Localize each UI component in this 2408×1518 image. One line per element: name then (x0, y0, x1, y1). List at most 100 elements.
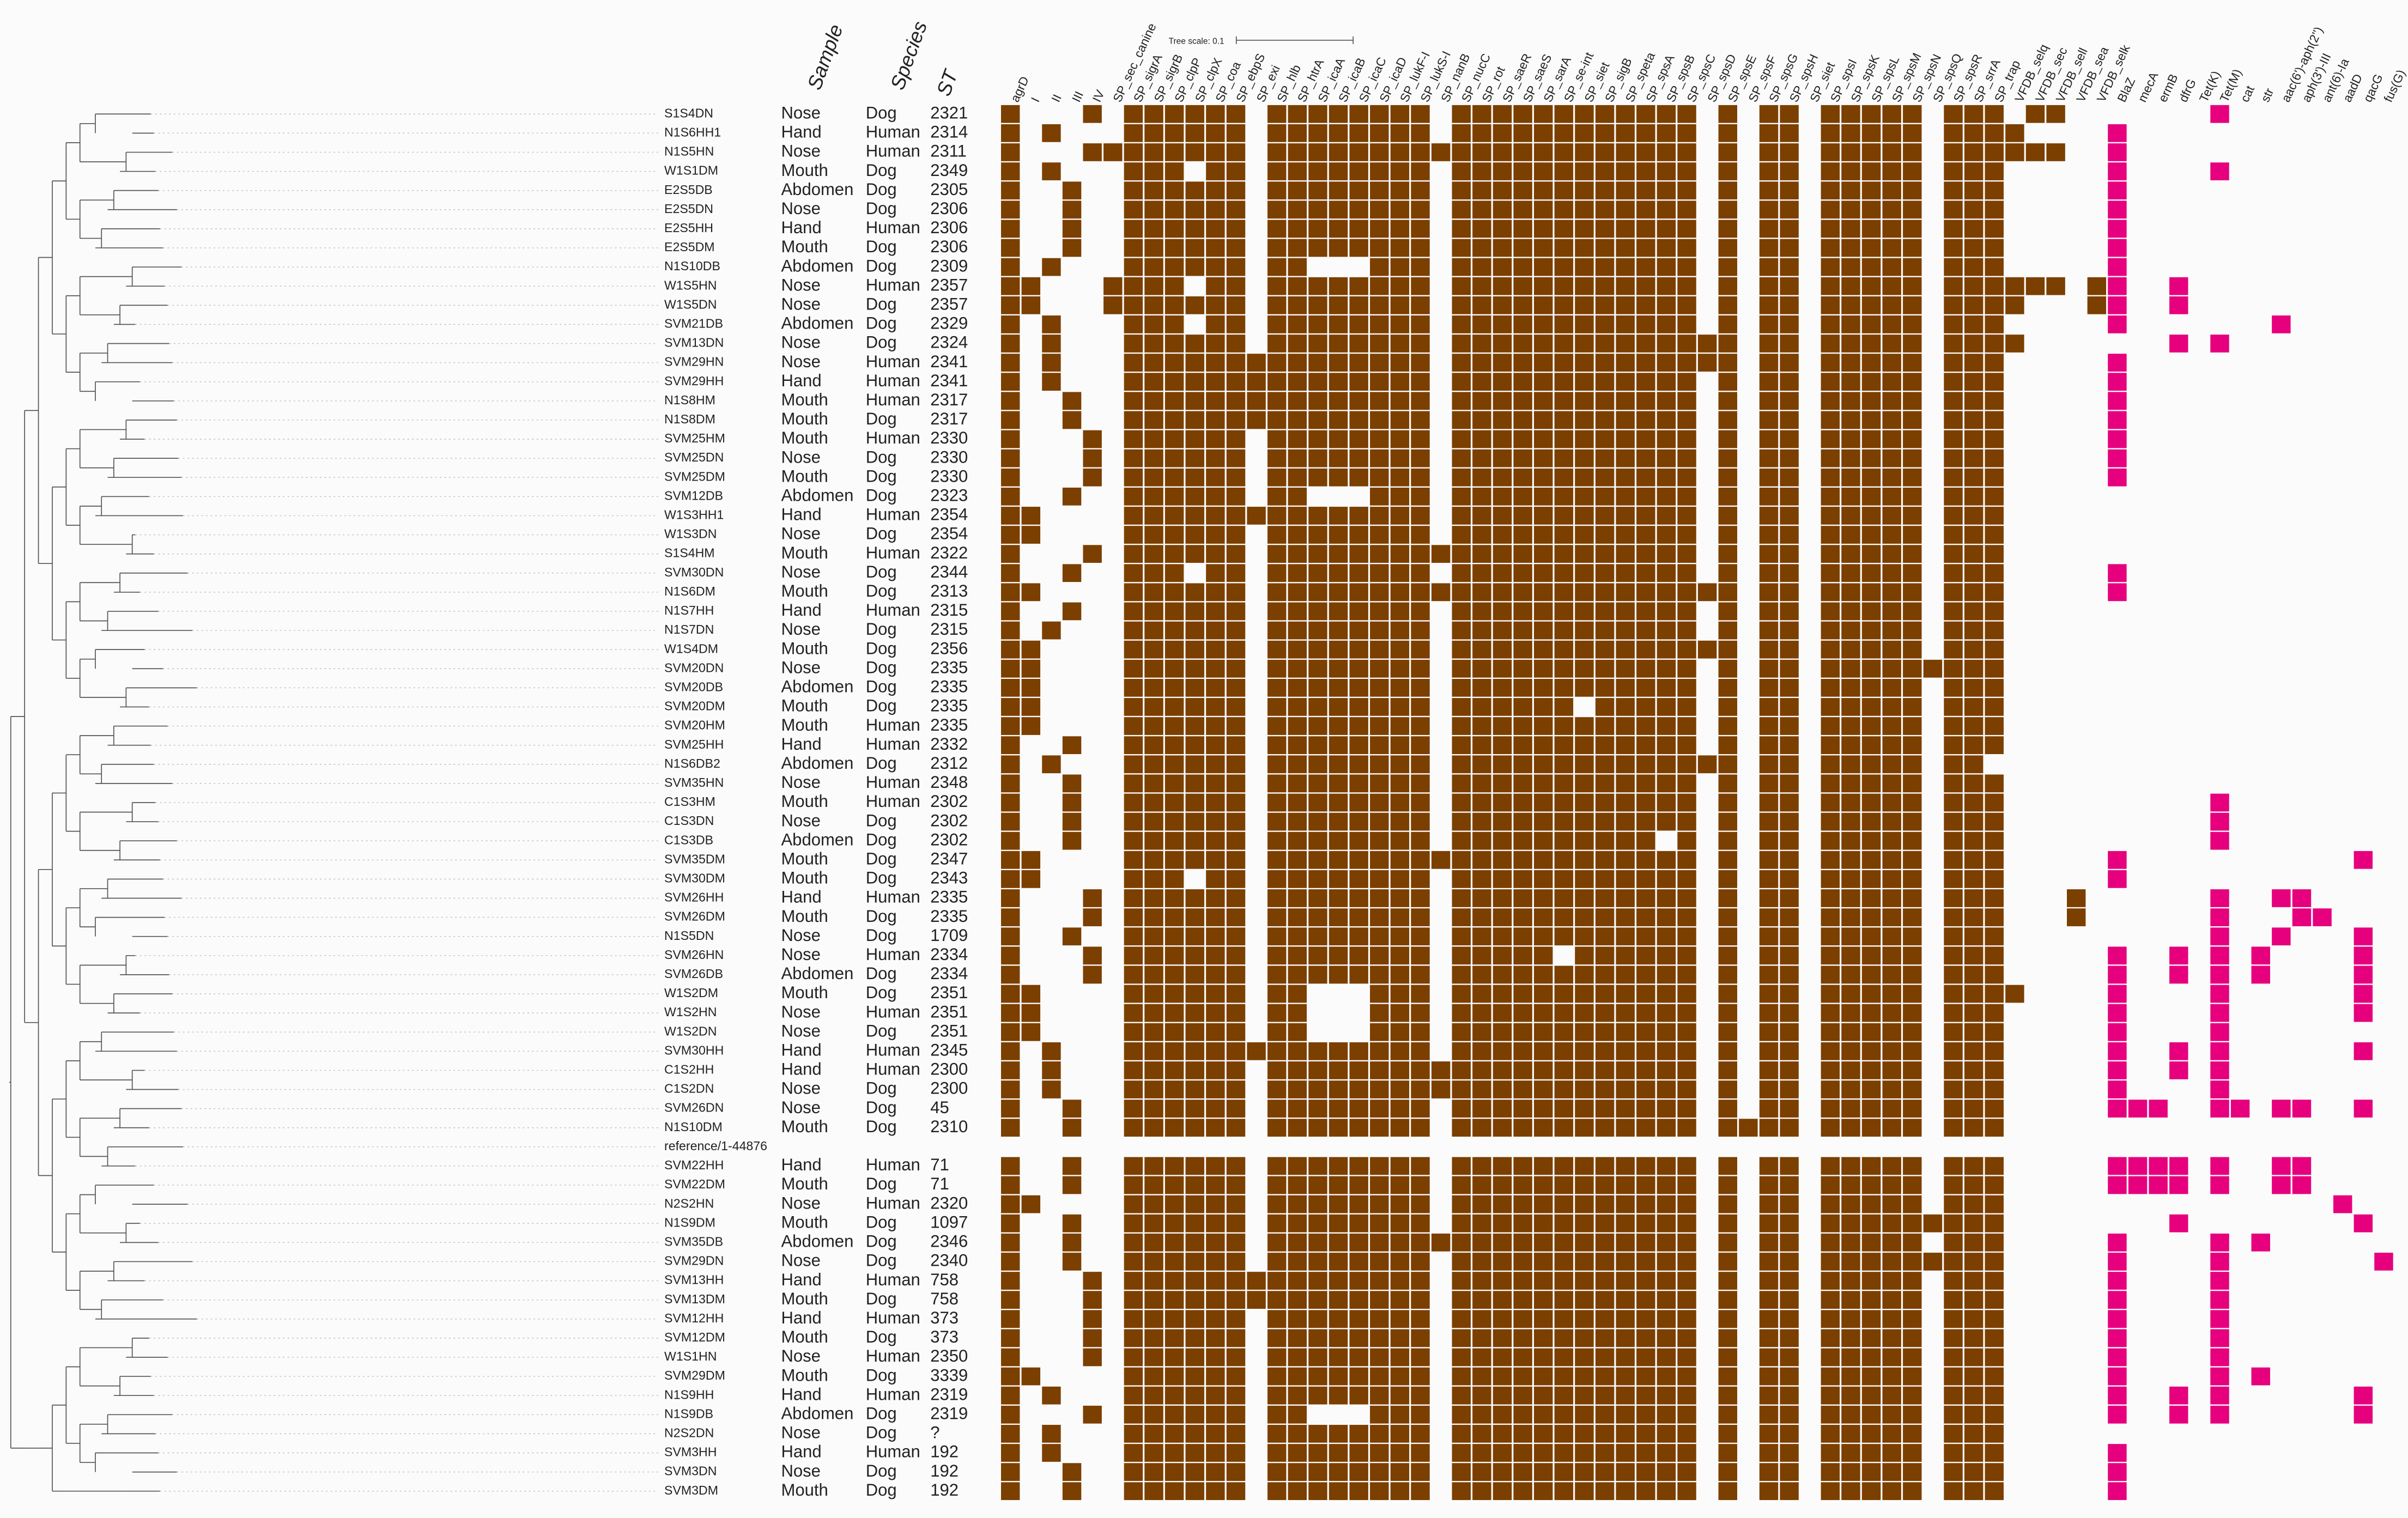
resistance-cell (2108, 239, 2127, 257)
virulence-cell (1472, 1119, 1491, 1137)
virulence-cell (1554, 889, 1574, 907)
virulence-cell (1657, 621, 1676, 640)
virulence-cell (1001, 889, 1020, 907)
virulence-cell (1554, 105, 1574, 123)
virulence-cell (1042, 621, 1061, 640)
virulence-cell (1103, 143, 1123, 161)
resistance-cell (2108, 1444, 2127, 1462)
virulence-cell (1861, 220, 1881, 238)
virulence-cell (1472, 927, 1491, 946)
virulence-cell (1001, 296, 1020, 314)
virulence-cell (1001, 468, 1020, 487)
virulence-cell (1370, 1348, 1389, 1367)
virulence-cell (1226, 736, 1246, 755)
virulence-cell (1144, 220, 1163, 238)
virulence-cell (1985, 296, 2004, 314)
virulence-cell (1534, 602, 1553, 621)
virulence-cell (1513, 1023, 1532, 1041)
virulence-cell (1267, 220, 1287, 238)
virulence-cell (1370, 717, 1389, 735)
virulence-cell (1452, 277, 1471, 295)
virulence-cell (1144, 105, 1163, 123)
virulence-cell (1001, 717, 1020, 735)
virulence-cell (1534, 526, 1553, 544)
virulence-cell (1472, 315, 1491, 333)
virulence-cell (1964, 1348, 1984, 1367)
virulence-cell (1944, 487, 1963, 506)
sample-id: E2S5DB (664, 183, 713, 197)
virulence-cell (1288, 1119, 1307, 1137)
virulence-cell (1062, 220, 1082, 238)
sequence-type: 2317 (930, 390, 968, 409)
virulence-cell (1411, 1195, 1430, 1213)
virulence-cell (1124, 659, 1143, 678)
virulence-cell (1308, 354, 1327, 372)
virulence-cell (1185, 220, 1204, 238)
virulence-cell (1780, 793, 1799, 812)
virulence-cell (1718, 985, 1737, 1003)
virulence-cell (1759, 659, 1779, 678)
virulence-cell (1657, 507, 1676, 525)
virulence-cell (1575, 1119, 1594, 1137)
species: Human (866, 1346, 920, 1365)
virulence-cell (1124, 258, 1143, 276)
virulence-cell (1841, 526, 1860, 544)
virulence-cell (1861, 774, 1881, 793)
virulence-cell (1513, 1119, 1532, 1137)
sequence-type: 2315 (930, 620, 968, 639)
sample-id: N1S8HM (664, 393, 715, 407)
virulence-cell (1370, 851, 1389, 869)
species: Human (866, 1060, 920, 1079)
virulence-cell (1575, 1042, 1594, 1060)
virulence-cell (1308, 430, 1327, 448)
virulence-cell (1882, 258, 1901, 276)
sample-site: Mouth (781, 409, 828, 428)
virulence-cell (1206, 449, 1225, 467)
virulence-cell (1944, 1100, 1963, 1118)
virulence-cell (1164, 966, 1184, 984)
virulence-cell (1267, 736, 1287, 755)
virulence-cell (1226, 526, 1246, 544)
virulence-cell (1329, 1463, 1348, 1481)
virulence-cell (1472, 277, 1491, 295)
virulence-cell (1411, 1348, 1430, 1367)
sample-site: Mouth (781, 428, 828, 447)
resistance-cell (2272, 315, 2291, 333)
virulence-cell (1616, 908, 1635, 926)
sequence-type: 2306 (930, 218, 968, 237)
virulence-cell (1062, 392, 1082, 410)
virulence-cell (1083, 545, 1102, 563)
virulence-cell (1267, 1214, 1287, 1232)
species: Human (866, 218, 920, 237)
virulence-cell (1329, 181, 1348, 200)
virulence-cell (1472, 162, 1491, 180)
virulence-cell (1411, 507, 1430, 525)
virulence-cell (1042, 1444, 1061, 1462)
virulence-cell (1821, 1233, 1840, 1252)
virulence-cell (1370, 927, 1389, 946)
virulence-cell (1206, 335, 1225, 353)
virulence-cell (1718, 1482, 1737, 1501)
virulence-cell (1472, 1042, 1491, 1060)
resistance-cell (2108, 411, 2127, 429)
virulence-cell (1595, 545, 1615, 563)
sample-site: Nose (781, 620, 820, 639)
virulence-cell (1452, 831, 1471, 850)
virulence-cell (1595, 468, 1615, 487)
virulence-cell (1493, 392, 1512, 410)
virulence-cell (1964, 1482, 1984, 1501)
species: Dog (866, 466, 897, 485)
virulence-cell (1001, 1100, 1020, 1118)
virulence-cell (1882, 507, 1901, 525)
virulence-cell (1944, 755, 1963, 774)
virulence-cell (1657, 1367, 1676, 1386)
virulence-cell (1554, 507, 1574, 525)
virulence-cell (1534, 1233, 1553, 1252)
sample-site: Nose (781, 1002, 820, 1021)
sequence-type: 2357 (930, 275, 968, 294)
virulence-cell (1001, 1157, 1020, 1175)
virulence-cell (1944, 1272, 1963, 1290)
virulence-cell (1206, 966, 1225, 984)
virulence-cell (1677, 373, 1696, 391)
virulence-cell (1821, 1444, 1840, 1462)
